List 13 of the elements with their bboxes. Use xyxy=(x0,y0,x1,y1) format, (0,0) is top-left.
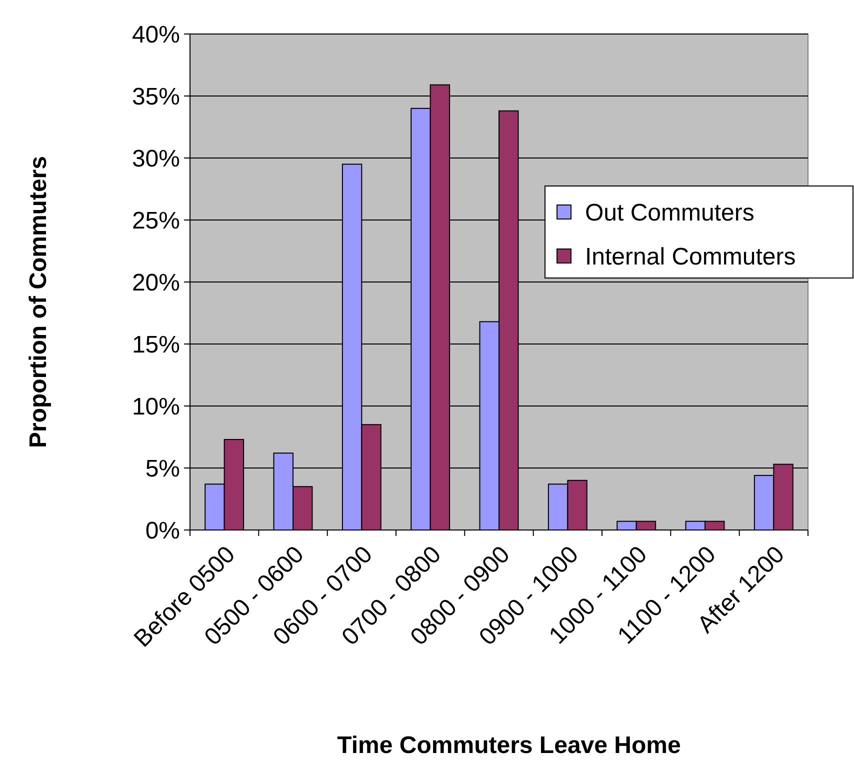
y-tick-label: 5% xyxy=(145,455,180,482)
legend-label: Internal Commuters xyxy=(585,243,796,270)
y-tick-label: 30% xyxy=(132,145,180,172)
y-tick-label: 35% xyxy=(132,83,180,110)
y-tick-label: 10% xyxy=(132,393,180,420)
y-tick-label: 15% xyxy=(132,331,180,358)
y-tick-label: 20% xyxy=(132,269,180,296)
y-tick-label: 0% xyxy=(145,517,180,544)
y-tick-label: 25% xyxy=(132,207,180,234)
x-axis-title: Time Commuters Leave Home xyxy=(337,732,681,759)
y-axis-title: Proportion of Commuters xyxy=(25,156,52,448)
legend-label: Out Commuters xyxy=(585,199,754,226)
y-tick-label: 40% xyxy=(132,21,180,48)
